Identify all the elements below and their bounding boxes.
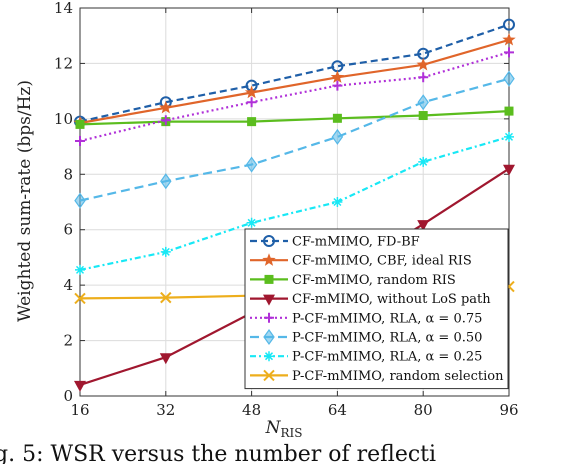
data-point [160, 115, 171, 126]
data-point [74, 192, 86, 209]
legend-label: CF-mMIMO, without LoS path [292, 292, 491, 307]
x-tick-label: 32 [156, 401, 175, 419]
data-point [332, 197, 343, 207]
legend-marker [263, 294, 275, 306]
x-tick-label: 64 [328, 401, 347, 419]
data-point [75, 264, 85, 275]
data-point [160, 173, 172, 190]
y-tick-label: 2 [63, 332, 73, 350]
data-point [502, 32, 516, 46]
data-point [74, 380, 86, 392]
data-point [247, 117, 257, 127]
data-point [160, 246, 171, 257]
legend-label: CF-mMIMO, random RIS [292, 273, 456, 288]
legend: CF-mMIMO, FD-BF CF-mMIMO, CBF, ideal RIS C… [244, 228, 509, 390]
figure-caption: g. 5: WSR versus the number of reflecti [0, 442, 436, 464]
x-axis-label-subscript: RIS [280, 426, 302, 440]
legend-marker [264, 312, 274, 323]
y-tick-label: 8 [63, 165, 73, 183]
data-point [246, 217, 257, 228]
data-point [159, 100, 173, 114]
legend-label: CF-mMIMO, CBF, ideal RIS [292, 254, 472, 269]
data-point [246, 97, 257, 108]
x-tick-label: 80 [414, 401, 433, 419]
data-point [503, 70, 515, 87]
data-point [418, 156, 429, 167]
data-point [417, 220, 430, 232]
y-tick-label: 10 [54, 110, 73, 128]
data-point [504, 106, 514, 116]
series-line [79, 135, 510, 271]
series-line [79, 38, 510, 125]
legend-marker [263, 369, 275, 382]
data-point [416, 57, 430, 71]
data-point [332, 113, 342, 123]
data-point [160, 291, 172, 304]
data-point [418, 72, 429, 83]
series-line [79, 110, 510, 126]
y-tick-label: 0 [63, 387, 73, 405]
x-axis-label-main: N [265, 418, 282, 438]
data-point [245, 156, 258, 173]
data-point [74, 292, 86, 305]
legend-marker [264, 274, 274, 284]
data-point [159, 353, 172, 365]
x-tick-label: 16 [70, 401, 89, 419]
legend-marker [264, 351, 274, 362]
data-point [418, 111, 428, 121]
legend-label: P-CF-mMIMO, RLA, α = 0.50 [292, 331, 482, 346]
data-point [330, 70, 345, 83]
data-point [332, 80, 343, 91]
data-point [331, 128, 344, 145]
y-tick-label: 14 [54, 0, 73, 17]
data-point [504, 47, 514, 58]
x-tick-label: 48 [242, 401, 261, 419]
legend-marker [263, 328, 275, 346]
legend-marker [262, 253, 276, 266]
legend-label: CF-mMIMO, FD-BF [292, 235, 420, 250]
data-point [503, 18, 515, 31]
legend-label: P-CF-mMIMO, random selection [292, 369, 504, 384]
data-point [244, 85, 259, 99]
y-tick-label: 12 [54, 54, 73, 72]
legend-box [244, 228, 509, 390]
data-point [503, 164, 515, 176]
legend-label: P-CF-mMIMO, RLA, α = 0.25 [292, 350, 482, 365]
series-line [79, 77, 510, 202]
x-tick-label: 96 [499, 401, 518, 419]
y-axis-label: Weighted sum-rate (bps/Hz) [15, 80, 35, 322]
series-line [79, 23, 510, 123]
data-point [417, 94, 429, 111]
legend-label: P-CF-mMIMO, RLA, α = 0.75 [292, 311, 482, 326]
legend-marker [263, 235, 275, 247]
data-point [75, 136, 85, 147]
data-point [504, 131, 514, 142]
tick-labels: 16 32 48 64 80 96 0 2 4 6 8 10 12 14 [54, 0, 519, 419]
x-axis-label: NRIS [265, 418, 303, 440]
y-tick-label: 4 [63, 276, 73, 294]
y-tick-label: 6 [63, 221, 73, 239]
data-point [75, 119, 85, 129]
